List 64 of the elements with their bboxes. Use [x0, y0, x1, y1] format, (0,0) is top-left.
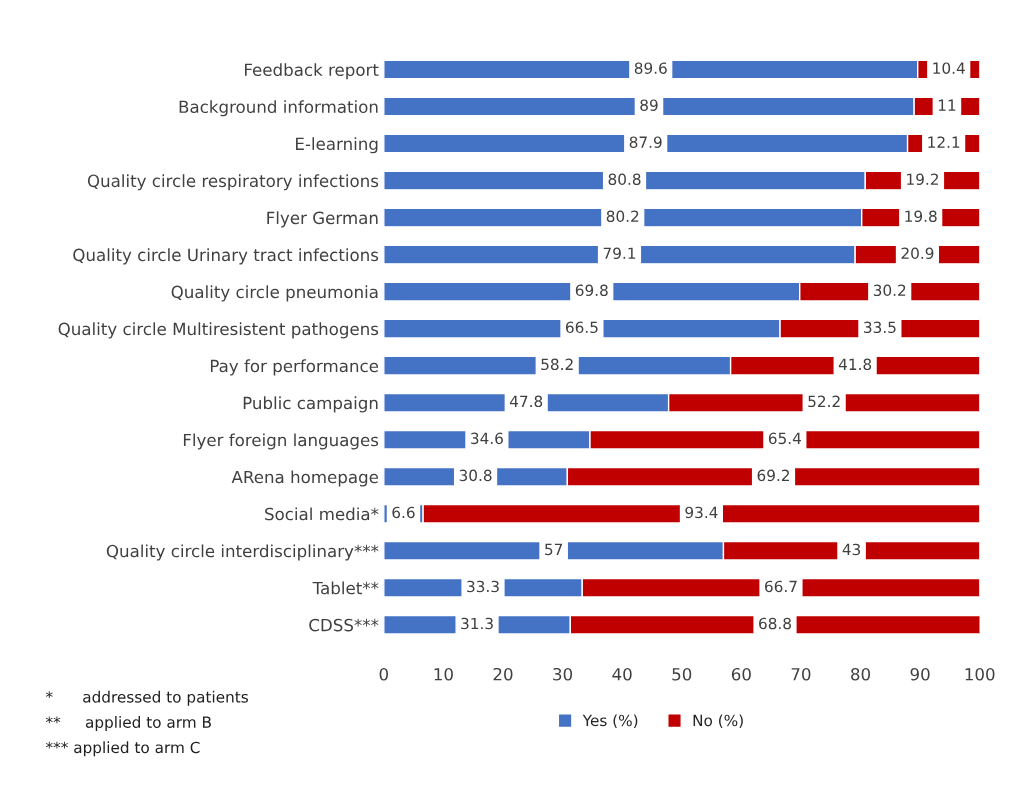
y-tick-label: Flyer German [267, 211, 378, 228]
y-tick-label: CDSS*** [309, 618, 379, 632]
x-tick-label: 60 [731, 667, 751, 681]
data-label: 69.2 [757, 469, 789, 482]
y-tick-label: Public campaign [243, 396, 378, 413]
x-tick-label: 50 [672, 667, 692, 681]
data-label: 33.3 [467, 580, 499, 593]
legend-label: No (%) [693, 714, 743, 729]
y-tick-label: Quality circle Multiresistent pathogens [58, 322, 379, 339]
x-tick-label: 70 [791, 667, 811, 681]
data-label: 31.3 [461, 617, 493, 630]
y-tick-label: Tablet** [312, 581, 379, 595]
data-label: 58.2 [541, 358, 573, 371]
data-label: 11 [938, 99, 956, 111]
data-label: 66.5 [566, 321, 598, 334]
data-label: 68.8 [759, 617, 791, 630]
x-tick-label: 90 [910, 667, 930, 681]
x-tick-label: 100 [965, 667, 995, 681]
y-tick-label: Quality circle respiratory infections [87, 174, 379, 191]
data-label: 79.1 [603, 247, 636, 260]
y-tick-label: Quality circle interdisciplinary*** [106, 544, 379, 561]
data-label: 34.6 [471, 432, 503, 445]
data-label: 19.2 [907, 173, 938, 185]
y-tick-label: Flyer foreign languages [183, 433, 379, 450]
data-label: 41.8 [838, 358, 872, 371]
data-label: 80.2 [606, 210, 639, 223]
data-label: 20.9 [901, 247, 934, 260]
data-label: 43 [842, 543, 861, 556]
y-tick-label: ARena homepage [231, 470, 379, 487]
data-label: 69.8 [575, 284, 608, 297]
x-tick-label: 30 [553, 667, 573, 681]
y-tick-label: Pay for performance [210, 359, 379, 376]
y-tick-label: Social media* [265, 507, 379, 521]
data-label: 89.6 [634, 62, 667, 74]
y-tick-label: Background information [179, 100, 378, 117]
data-label: 6.6 [392, 506, 415, 519]
x-tick-label: 0 [379, 667, 388, 681]
y-tick-label: E-learning [296, 137, 378, 154]
data-label: 57 [545, 543, 563, 556]
text: *** applied to arm C [45, 741, 200, 757]
data-label: 52.2 [808, 395, 840, 408]
data-label: 33.5 [864, 321, 896, 334]
text: * addressed to patients [45, 690, 248, 706]
data-label: 93.4 [685, 506, 718, 519]
data-label: 30.8 [459, 469, 492, 482]
data-label: 89 [640, 99, 658, 111]
data-label: 66.7 [765, 580, 797, 593]
data-label: 19.8 [905, 210, 937, 223]
x-tick-label: 80 [851, 667, 871, 681]
y-tick-label: Feedback report [245, 63, 379, 80]
data-label: 30.2 [873, 284, 906, 297]
data-label: 47.8 [509, 395, 543, 408]
x-tick-label: 20 [493, 667, 513, 681]
y-tick-label: Quality circle Urinary tract infections [73, 248, 379, 265]
y-tick-label: Quality circle pneumonia [171, 285, 378, 302]
data-label: 87.9 [629, 136, 662, 148]
data-label: 10.4 [933, 62, 965, 74]
data-label: 80.8 [608, 173, 641, 185]
text: ** applied to arm B [45, 716, 211, 731]
legend-label: Yes (%) [582, 714, 638, 729]
data-label: 12.1 [928, 136, 960, 148]
x-tick-label: 40 [612, 667, 632, 681]
data-label: 65.4 [768, 432, 801, 445]
x-tick-label: 10 [434, 667, 453, 681]
